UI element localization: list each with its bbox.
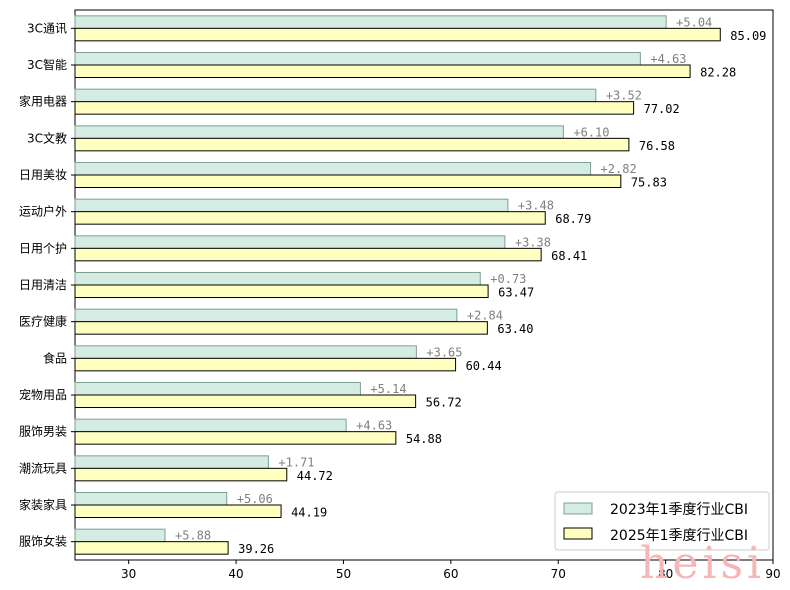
bar-2025-14: [74, 541, 229, 555]
bar-2025-5: [74, 211, 546, 225]
bar-2023-5: [74, 198, 509, 213]
bar-2023-7: [74, 272, 481, 286]
legend-label-2025: 2025年1季度行业CBI: [610, 528, 748, 544]
diff-label-0: +5.04: [676, 15, 712, 29]
value-label-11: 54.88: [406, 432, 442, 446]
bar-2023-0: [74, 15, 667, 29]
value-label-5: 68.79: [555, 212, 591, 226]
legend-swatch-2025: [563, 527, 593, 540]
x-tick-label-50: 50: [336, 567, 351, 581]
bar-2025-4: [74, 174, 622, 188]
bar-2023-11: [74, 418, 347, 433]
y-tick-label-13: 家装家具: [19, 497, 67, 512]
bar-2025-11: [74, 431, 397, 445]
x-tick-label-90: 90: [765, 567, 780, 581]
y-tick-label-10: 宠物用品: [19, 387, 67, 402]
diff-label-10: +5.14: [370, 382, 406, 396]
legend-box: [554, 491, 770, 551]
value-label-1: 82.28: [700, 66, 736, 80]
x-tick-label-40: 40: [228, 567, 243, 581]
value-label-6: 68.41: [551, 249, 587, 263]
y-tick-label-14: 服饰女装: [19, 534, 67, 549]
bar-2023-6: [74, 235, 506, 249]
y-tick-label-0: 3C通讯: [27, 21, 67, 35]
value-label-9: 60.44: [466, 359, 502, 373]
bar-2023-8: [74, 308, 458, 323]
x-tick-label-70: 70: [551, 567, 566, 581]
bar-2023-4: [74, 162, 592, 176]
bar-2025-9: [74, 357, 457, 372]
diff-label-3: +6.10: [573, 125, 609, 139]
bar-2023-3: [74, 125, 564, 139]
watermark: heisi: [640, 538, 765, 589]
bar-2023-10: [74, 382, 361, 396]
x-tick-label-80: 80: [658, 567, 673, 581]
bar-2025-0: [74, 27, 721, 42]
diff-label-5: +3.48: [518, 199, 554, 213]
bar-2025-2: [74, 101, 635, 115]
diff-label-13: +5.06: [237, 492, 273, 506]
diff-label-12: +1.71: [278, 455, 314, 469]
bar-2025-3: [74, 137, 630, 152]
y-tick-label-12: 潮流玩具: [19, 460, 67, 475]
bar-2025-13: [74, 504, 282, 518]
value-label-13: 44.19: [291, 506, 327, 520]
legend-swatch-2023: [563, 502, 593, 515]
y-tick-label-8: 医疗健康: [19, 314, 67, 329]
bar-2023-2: [74, 88, 597, 103]
diff-label-7: +0.73: [490, 272, 526, 286]
y-tick-label-7: 日用清洁: [19, 278, 67, 292]
y-tick-label-1: 3C智能: [27, 57, 67, 72]
diff-label-14: +5.88: [175, 529, 211, 543]
y-tick-label-5: 运动户外: [19, 204, 67, 219]
diff-label-9: +3.65: [426, 345, 462, 359]
y-tick-label-6: 日用个护: [19, 241, 67, 255]
legend-label-2023: 2023年1季度行业CBI: [610, 502, 748, 518]
value-label-7: 63.47: [498, 286, 534, 300]
bar-2023-13: [74, 492, 228, 506]
x-tick-label-30: 30: [121, 567, 136, 581]
bar-2023-14: [74, 528, 166, 543]
bar-2025-10: [74, 394, 417, 408]
bar-2023-12: [74, 455, 269, 469]
value-label-3: 76.58: [639, 139, 675, 153]
y-tick-label-3: 3C文教: [27, 130, 67, 145]
diff-label-2: +3.52: [606, 89, 642, 103]
diff-label-8: +2.84: [467, 309, 503, 323]
bar-2023-9: [74, 345, 417, 359]
value-label-8: 63.40: [497, 322, 533, 336]
y-tick-label-4: 日用美妆: [19, 168, 67, 182]
bar-2025-12: [74, 467, 288, 482]
legend: 2023年1季度行业CBI 2025年1季度行业CBI: [554, 491, 770, 551]
diff-label-11: +4.63: [356, 419, 392, 433]
diff-label-4: +2.82: [601, 162, 637, 176]
bar-2025-7: [74, 284, 489, 298]
bar-2025-6: [74, 247, 542, 262]
value-label-10: 56.72: [426, 396, 462, 410]
bar-2023-1: [74, 52, 641, 66]
plot-area: 30 40 50 60 70 80 90 3C通讯 85.09 +5.04 3C智能 82.28 +4.…: [19, 9, 781, 581]
value-label-12: 44.72: [297, 469, 333, 483]
value-label-14: 39.26: [238, 542, 274, 556]
x-tick-label-60: 60: [443, 567, 458, 581]
y-tick-label-11: 服饰男装: [19, 425, 67, 439]
y-tick-label-9: 食品: [43, 350, 67, 365]
diff-label-1: +4.63: [650, 52, 686, 66]
bar-2025-1: [74, 64, 691, 78]
value-label-2: 77.02: [644, 102, 680, 116]
value-label-4: 75.83: [631, 176, 667, 190]
bar-2025-8: [74, 321, 488, 335]
y-tick-label-2: 家用电器: [19, 94, 67, 109]
value-label-0: 85.09: [730, 29, 766, 43]
diff-label-6: +3.38: [515, 235, 551, 249]
